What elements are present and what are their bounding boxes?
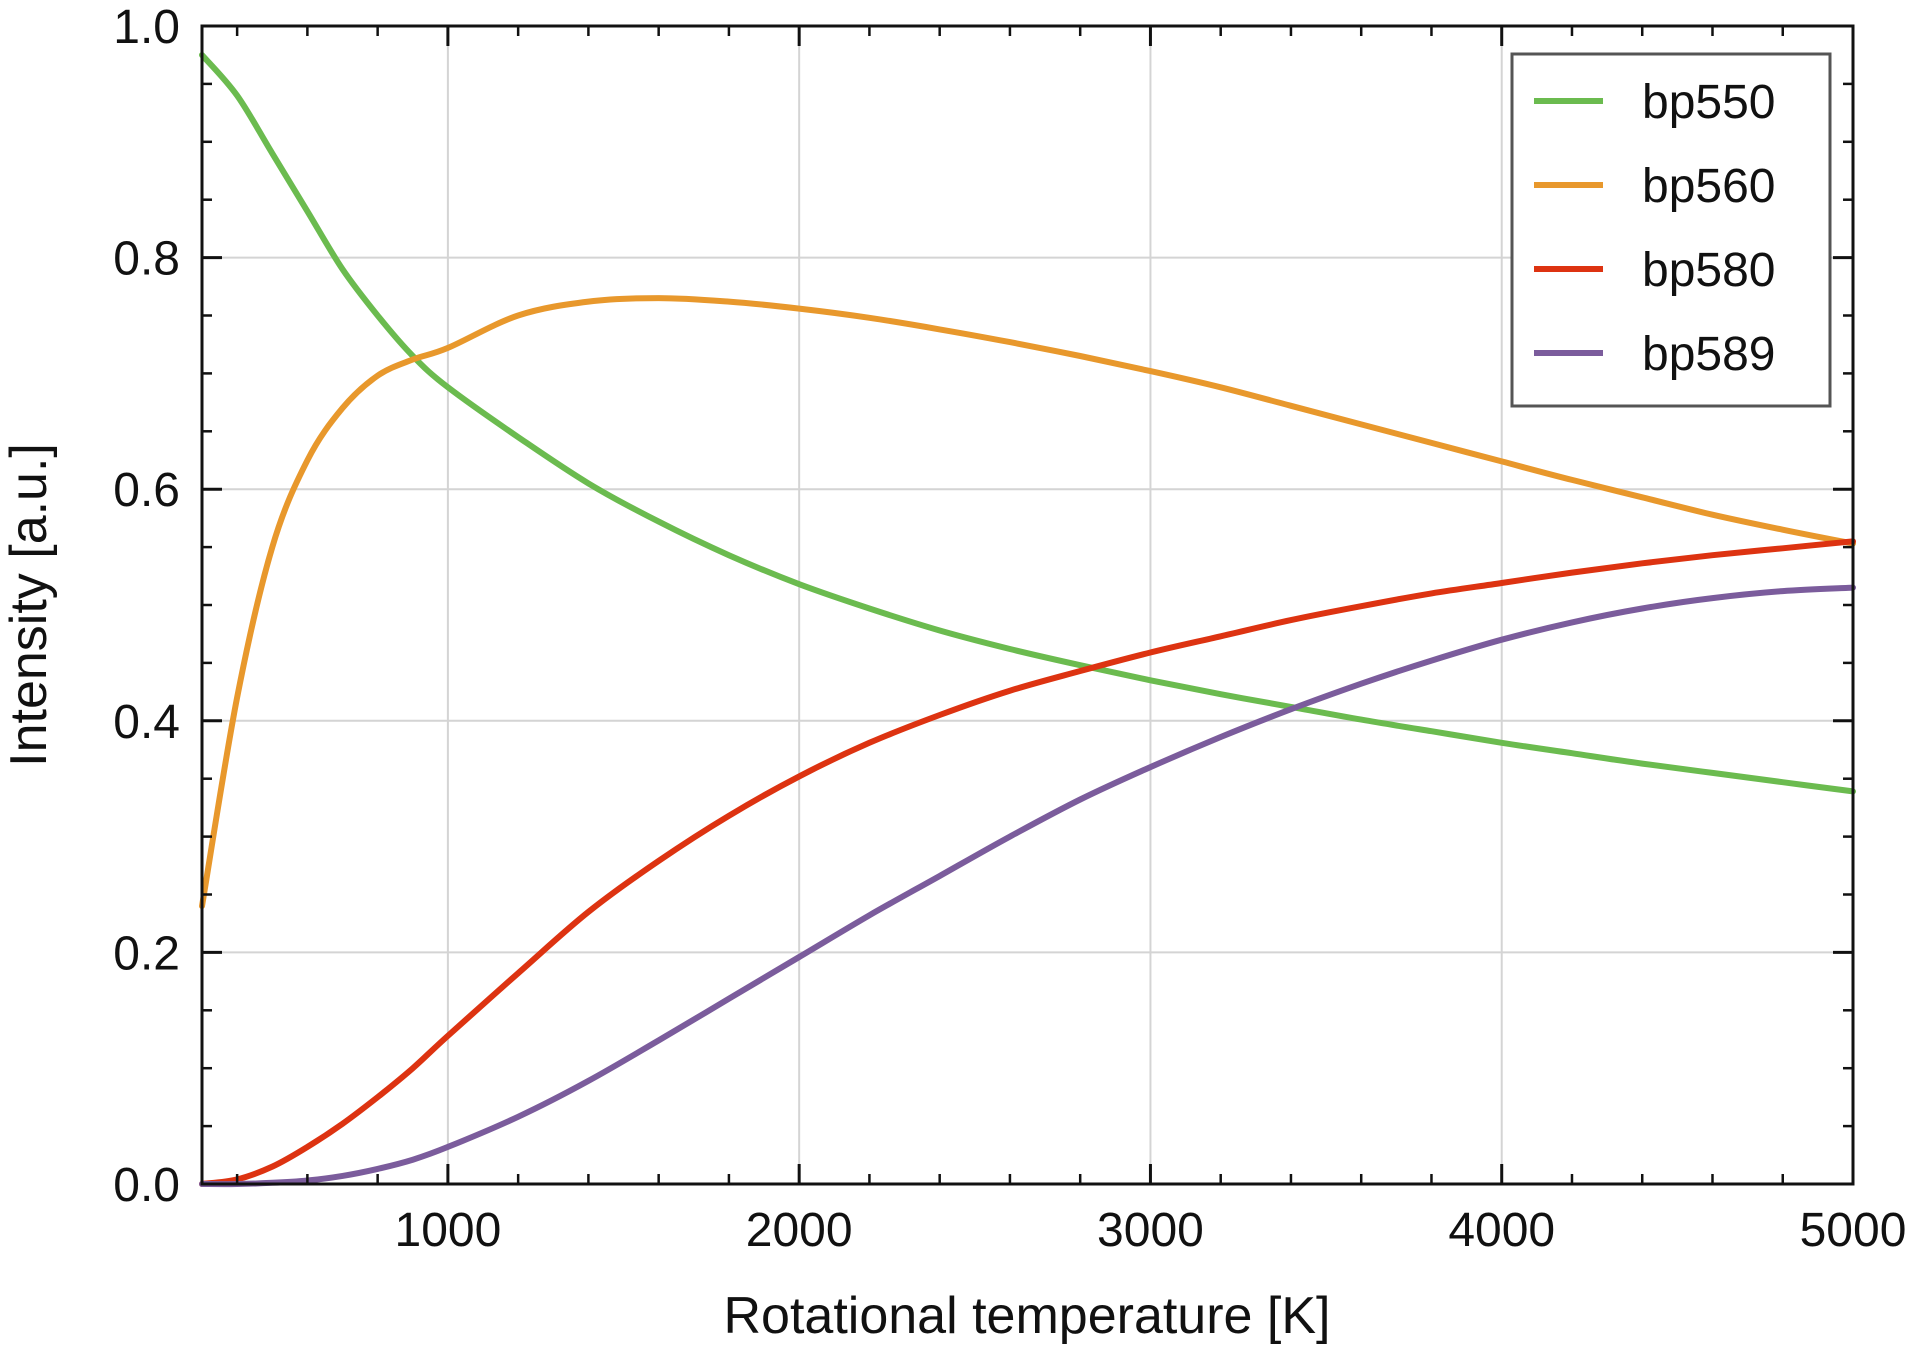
x-tick-label: 3000 xyxy=(1097,1204,1204,1257)
series-line-bp580 xyxy=(199,538,1856,1187)
y-axis-title: Intensity [a.u.] xyxy=(0,443,58,767)
grid-lines xyxy=(202,26,1853,1184)
series-line-bp560 xyxy=(199,295,1856,910)
series-lines xyxy=(199,52,1856,1188)
legend-label-bp580: bp580 xyxy=(1642,244,1775,297)
legend-label-bp589: bp589 xyxy=(1642,328,1775,381)
tick-labels: 1000 2000 3000 4000 5000 0.0 0.2 0.4 0.6 0.8 1.0 xyxy=(113,1,1906,1257)
legend-label-bp550: bp550 xyxy=(1642,76,1775,129)
y-tick-label: 1.0 xyxy=(113,1,180,54)
series-line-bp589 xyxy=(199,584,1856,1188)
y-tick-label: 0.4 xyxy=(113,696,180,749)
x-tick-label: 2000 xyxy=(746,1204,853,1257)
plot-frame xyxy=(200,24,1855,1186)
series-line-bp550 xyxy=(199,52,1856,795)
legend-box xyxy=(1510,52,1832,408)
y-tick-label: 0.6 xyxy=(113,464,180,517)
x-tick-label: 5000 xyxy=(1800,1204,1907,1257)
legend: bp550 bp560 bp580 bp589 xyxy=(1510,52,1832,408)
y-tick-label: 0.2 xyxy=(113,927,180,980)
legend-label-bp560: bp560 xyxy=(1642,160,1775,213)
x-tick-label: 1000 xyxy=(395,1204,502,1257)
x-axis-title: Rotational temperature [K] xyxy=(724,1287,1331,1345)
y-tick-label: 0.8 xyxy=(113,233,180,286)
legend-items: bp550 bp560 bp580 bp589 xyxy=(1534,76,1775,381)
x-tick-label: 4000 xyxy=(1448,1204,1555,1257)
y-tick-label: 0.0 xyxy=(113,1159,180,1212)
